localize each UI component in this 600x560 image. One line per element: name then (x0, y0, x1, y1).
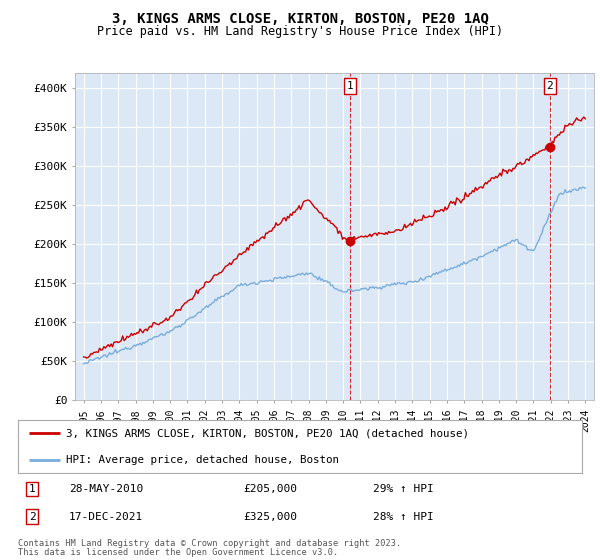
Text: Contains HM Land Registry data © Crown copyright and database right 2023.: Contains HM Land Registry data © Crown c… (18, 539, 401, 548)
Text: 1: 1 (347, 81, 353, 91)
Text: 28% ↑ HPI: 28% ↑ HPI (373, 512, 434, 522)
Text: 2: 2 (29, 512, 35, 522)
Text: Price paid vs. HM Land Registry's House Price Index (HPI): Price paid vs. HM Land Registry's House … (97, 25, 503, 38)
Text: 3, KINGS ARMS CLOSE, KIRTON, BOSTON, PE20 1AQ: 3, KINGS ARMS CLOSE, KIRTON, BOSTON, PE2… (112, 12, 488, 26)
Text: 17-DEC-2021: 17-DEC-2021 (69, 512, 143, 522)
Text: HPI: Average price, detached house, Boston: HPI: Average price, detached house, Bost… (66, 455, 339, 465)
Text: £325,000: £325,000 (244, 512, 298, 522)
Text: 1: 1 (29, 484, 35, 494)
Text: This data is licensed under the Open Government Licence v3.0.: This data is licensed under the Open Gov… (18, 548, 338, 557)
Text: 29% ↑ HPI: 29% ↑ HPI (373, 484, 434, 494)
Text: 28-MAY-2010: 28-MAY-2010 (69, 484, 143, 494)
Text: 3, KINGS ARMS CLOSE, KIRTON, BOSTON, PE20 1AQ (detached house): 3, KINGS ARMS CLOSE, KIRTON, BOSTON, PE2… (66, 428, 469, 438)
Text: 2: 2 (547, 81, 553, 91)
Text: £205,000: £205,000 (244, 484, 298, 494)
